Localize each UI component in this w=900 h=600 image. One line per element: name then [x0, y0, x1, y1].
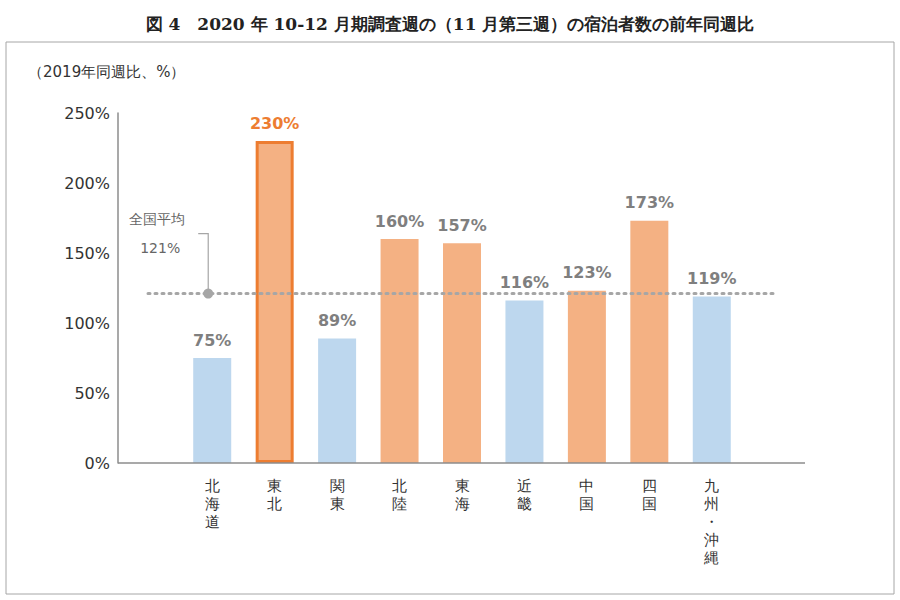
svg-text:50%: 50%: [74, 384, 110, 403]
svg-text:89%: 89%: [318, 311, 356, 330]
svg-text:116%: 116%: [500, 273, 549, 292]
svg-text:海: 海: [205, 495, 220, 513]
svg-text:123%: 123%: [562, 263, 611, 282]
svg-text:縄: 縄: [703, 549, 719, 567]
svg-text:国: 国: [579, 495, 594, 513]
svg-text:近: 近: [517, 477, 532, 495]
svg-text:119%: 119%: [687, 269, 736, 288]
svg-text:150%: 150%: [64, 244, 110, 263]
svg-text:100%: 100%: [64, 314, 110, 333]
svg-text:東: 東: [330, 495, 345, 513]
svg-text:250%: 250%: [64, 104, 110, 123]
svg-text:121%: 121%: [140, 240, 180, 256]
svg-text:州: 州: [704, 495, 719, 513]
svg-text:海: 海: [455, 495, 470, 513]
svg-text:75%: 75%: [193, 331, 231, 350]
svg-text:157%: 157%: [437, 216, 486, 235]
svg-text:九: 九: [704, 477, 719, 495]
svg-text:・: ・: [704, 513, 719, 531]
svg-text:230%: 230%: [250, 114, 299, 133]
svg-text:北: 北: [267, 495, 282, 513]
svg-text:関: 関: [330, 477, 345, 495]
svg-text:四: 四: [642, 477, 657, 495]
svg-text:160%: 160%: [375, 212, 424, 231]
svg-text:国: 国: [642, 495, 657, 513]
svg-text:図 4 2020 年 10-12 月期調査週の（11 月第三: 図 4 2020 年 10-12 月期調査週の（11 月第三週）の宿泊者数の前年…: [146, 14, 755, 34]
svg-text:北: 北: [205, 477, 220, 495]
svg-text:陸: 陸: [392, 495, 407, 513]
svg-text:（2019年同週比、%）: （2019年同週比、%）: [28, 63, 185, 81]
svg-text:0%: 0%: [85, 454, 110, 473]
svg-text:畿: 畿: [517, 495, 532, 513]
svg-text:173%: 173%: [625, 193, 674, 212]
svg-text:北: 北: [392, 477, 407, 495]
svg-text:全国平均: 全国平均: [129, 211, 185, 227]
svg-text:中: 中: [579, 477, 594, 495]
svg-text:200%: 200%: [64, 174, 110, 193]
svg-text:東: 東: [455, 477, 470, 495]
svg-text:沖: 沖: [704, 531, 719, 549]
svg-text:道: 道: [205, 513, 220, 531]
svg-text:東: 東: [267, 477, 282, 495]
